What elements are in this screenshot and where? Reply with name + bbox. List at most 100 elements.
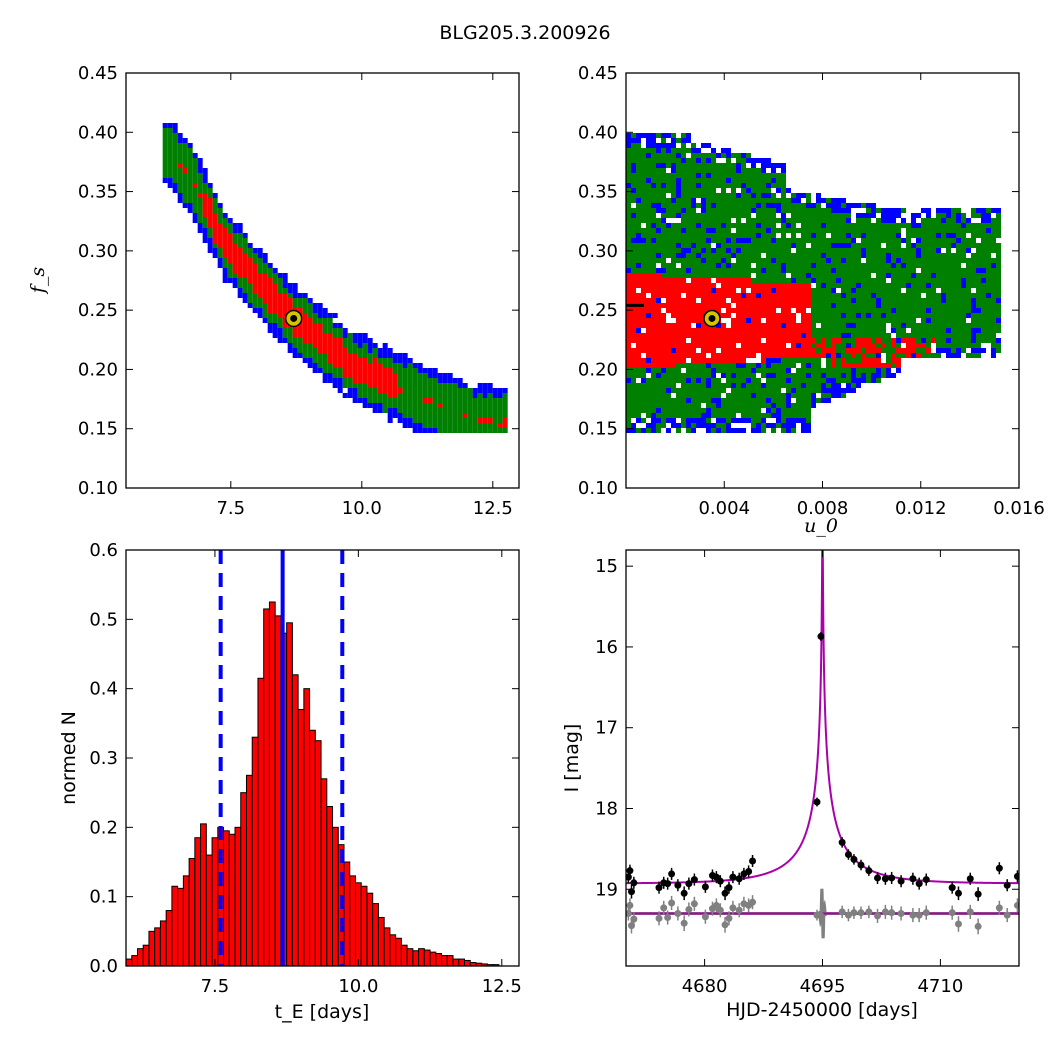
region-cell (831, 258, 836, 263)
data-point (655, 884, 663, 892)
region-cell (716, 183, 721, 188)
region-cell (876, 228, 881, 233)
region-cell (761, 248, 766, 253)
region-cell (442, 403, 448, 408)
data-point (897, 877, 905, 885)
region-cell (971, 258, 976, 263)
region-cell (721, 288, 726, 293)
region-cell (427, 418, 433, 423)
region-cell (701, 183, 706, 188)
region-cell (876, 343, 881, 348)
region-cell (756, 298, 761, 303)
region-cell (701, 193, 706, 198)
region-cell (681, 173, 686, 178)
region-cell (631, 328, 636, 333)
x-tick-label: 4710 (917, 976, 963, 997)
region-cell (686, 398, 691, 403)
region-cell (751, 318, 756, 323)
region-cell (876, 338, 881, 343)
region-cell (971, 308, 976, 313)
region-cell (801, 348, 806, 353)
region-cell (711, 258, 716, 263)
region-cell (357, 363, 363, 368)
region-cell (801, 298, 806, 303)
region-cell (796, 218, 801, 223)
region-cell (332, 313, 338, 318)
residual-point (909, 911, 917, 919)
region-cell (427, 403, 433, 408)
region-cell (726, 408, 731, 413)
region-cell (696, 158, 701, 163)
region-cell (761, 368, 766, 373)
region-cell (706, 233, 711, 238)
region-cell (731, 363, 736, 368)
region-cell (656, 238, 661, 243)
region-cell (791, 358, 796, 363)
region-cell (916, 238, 921, 243)
region-cell (756, 288, 761, 293)
region-cell (192, 183, 198, 188)
region-cell (666, 368, 671, 373)
region-cell (696, 283, 701, 288)
region-cell (207, 208, 213, 213)
region-cell (342, 358, 348, 363)
region-cell (397, 383, 403, 388)
region-cell (936, 323, 941, 328)
region-cell (327, 358, 333, 363)
region-cell (996, 348, 1001, 353)
region-cell (831, 268, 836, 273)
region-cell (272, 268, 278, 273)
region-cell (986, 278, 991, 283)
region-cell (701, 178, 706, 183)
region-cell (741, 243, 746, 248)
region-cell (477, 383, 483, 388)
region-cell (711, 188, 716, 193)
region-cell (731, 233, 736, 238)
panel-fs-vs-te: 7.5 10.0 12.50.100.150.200.250.300.350.400… (27, 63, 520, 519)
region-cell (811, 308, 816, 313)
region-cell (741, 413, 746, 418)
region-cell (691, 418, 696, 423)
region-cell (701, 423, 706, 428)
region-cell (801, 363, 806, 368)
region-cell (981, 268, 986, 273)
region-cell (781, 243, 786, 248)
region-cell (262, 303, 268, 308)
region-cell (841, 303, 846, 308)
region-cell (836, 338, 841, 343)
region-cell (676, 423, 681, 428)
region-cell (761, 223, 766, 228)
region-cell (646, 193, 651, 198)
region-cell (876, 278, 881, 283)
region-cell (691, 158, 696, 163)
region-cell (921, 243, 926, 248)
region-cell (686, 333, 691, 338)
region-cell (192, 163, 198, 168)
region-cell (362, 338, 368, 343)
region-cell (816, 348, 821, 353)
region-cell (956, 278, 961, 283)
region-cell (626, 198, 631, 203)
region-cell (162, 153, 168, 158)
region-cell (691, 268, 696, 273)
region-cell (996, 263, 1001, 268)
region-cell (626, 188, 631, 193)
region-cell (287, 298, 293, 303)
region-cell (397, 418, 403, 423)
region-cell (896, 328, 901, 333)
region-cell (751, 163, 756, 168)
region-cell (891, 363, 896, 368)
region-cell (307, 298, 313, 303)
region-cell (317, 313, 323, 318)
region-cell (437, 418, 443, 423)
region-cell (177, 183, 183, 188)
region-cell (971, 298, 976, 303)
region-cell (896, 353, 901, 358)
region-cell (686, 318, 691, 323)
x-axis-label: u_0 (804, 515, 838, 537)
region-cell (966, 338, 971, 343)
region-cell (881, 363, 886, 368)
region-cell (656, 188, 661, 193)
region-cell (951, 308, 956, 313)
region-cell (437, 373, 443, 378)
